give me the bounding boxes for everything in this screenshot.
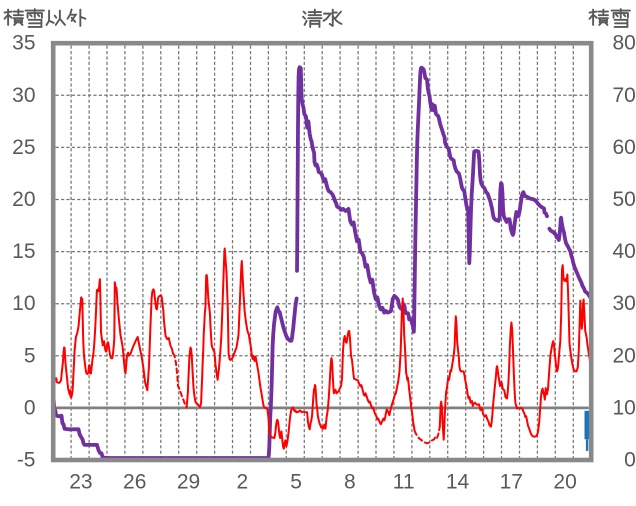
svg-text:8: 8: [344, 471, 356, 494]
svg-text:-5: -5: [17, 449, 36, 472]
svg-text:0: 0: [624, 449, 636, 472]
svg-text:5: 5: [290, 471, 302, 494]
svg-text:5: 5: [24, 344, 36, 367]
svg-text:11: 11: [393, 471, 415, 494]
svg-text:20: 20: [612, 344, 635, 367]
svg-text:50: 50: [612, 188, 635, 211]
svg-text:15: 15: [12, 240, 35, 263]
svg-text:30: 30: [612, 292, 635, 315]
svg-text:14: 14: [446, 471, 470, 494]
svg-text:60: 60: [612, 136, 635, 159]
svg-text:35: 35: [12, 32, 35, 55]
svg-text:10: 10: [612, 396, 635, 419]
svg-text:20: 20: [553, 471, 576, 494]
svg-text:17: 17: [500, 471, 523, 494]
svg-text:80: 80: [612, 32, 635, 55]
svg-text:26: 26: [123, 471, 146, 494]
svg-text:30: 30: [12, 84, 35, 107]
svg-text:0: 0: [24, 396, 36, 419]
svg-text:20: 20: [12, 188, 35, 211]
svg-text:40: 40: [612, 240, 635, 263]
svg-text:25: 25: [12, 136, 35, 159]
svg-text:2: 2: [236, 471, 248, 494]
svg-text:23: 23: [69, 471, 92, 494]
svg-text:10: 10: [12, 292, 35, 315]
svg-text:70: 70: [612, 84, 635, 107]
svg-text:29: 29: [177, 471, 200, 494]
